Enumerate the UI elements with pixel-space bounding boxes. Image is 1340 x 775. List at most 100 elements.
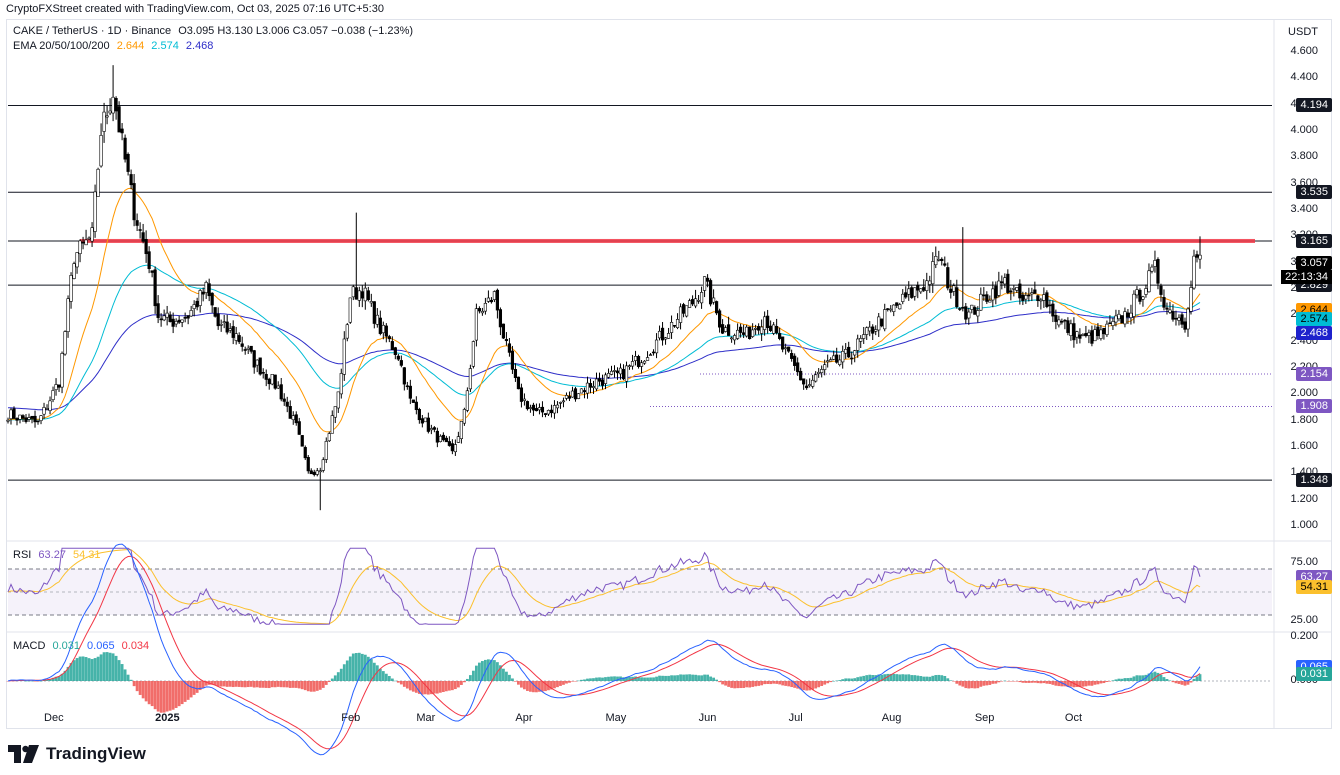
macd-bar [240,681,244,688]
candle-body [618,367,623,375]
candle-body [763,316,767,330]
macd-bar [48,679,52,681]
macd-bar [408,681,412,691]
time-tick-label: Sep [974,712,995,724]
candle-body [126,153,130,172]
macd-legend[interactable]: MACD 0.031 0.065 0.034 [13,640,153,652]
candle-body [321,459,325,471]
macd-bar [351,653,355,681]
candle-body [249,345,253,352]
candle-body [543,413,548,415]
candle-body [465,390,469,411]
candle-body [769,325,773,332]
candle-body [525,401,530,410]
candle-body [802,378,806,385]
candle-body [375,314,379,325]
candle-body [180,319,184,323]
candle-body [961,306,965,309]
candle-body [300,435,304,447]
macd-bar [273,681,277,688]
macd-bar [150,681,154,707]
macd-bar [480,661,484,681]
macd-bar [327,681,331,683]
candle-body [1162,297,1166,308]
macd-bar [553,681,556,689]
candle-body [9,409,13,420]
macd-bar [625,677,628,681]
candle-body [931,261,935,285]
rsi-legend[interactable]: RSI 63.27 54.31 [13,549,105,561]
macd-bar [1042,681,1046,684]
candle-body [627,365,632,368]
candle-body [567,396,572,399]
candle-body [510,350,515,370]
tradingview-logo-icon [8,745,39,763]
time-tick-label: Oct [1064,712,1083,724]
candle-body [1189,287,1193,312]
macd-bar [144,681,148,702]
macd-bar [261,681,265,688]
macd-bar [375,665,379,681]
candle-body [1114,315,1118,323]
macd-bar [141,681,145,699]
macd-bar [1108,681,1112,682]
candle-body [489,299,494,303]
candle-body [216,313,220,327]
macd-bar [1147,673,1151,681]
candle-body [264,373,268,380]
macd-bar [315,681,319,691]
candle-body [546,410,551,415]
macd-bar [772,681,776,684]
candle-body [663,337,668,340]
macd-bar [724,681,728,686]
candle-body [123,137,127,160]
candle-body [967,311,971,319]
candle-body [12,408,16,419]
time-tick-label: Jul [788,712,803,724]
candle-body [255,359,259,366]
symbol-label[interactable]: CAKE / TetherUS · 1D · Binance [13,25,172,37]
macd-bar [955,681,959,684]
candle-body [844,349,848,354]
macd-bar [456,681,460,688]
candle-body [90,227,94,242]
candle-body [357,290,361,301]
macd-bar [474,665,478,681]
macd-bar [721,681,724,685]
tradingview-logo[interactable]: TradingView [8,744,146,764]
macd-bar [213,681,217,686]
macd-bar [33,681,37,682]
macd-bar [411,681,415,692]
candle-body [775,325,779,334]
candle-body [159,318,163,321]
macd-bar [550,681,553,690]
macd-bar [1117,678,1121,681]
ema-legend[interactable]: EMA 20/50/100/200 2.644 2.574 2.468 [13,40,217,52]
macd-bar [757,681,761,686]
macd-bar [580,679,583,681]
macd-bar [760,681,764,686]
macd-bar [1027,681,1031,683]
price-tick-label: 2.000 [1290,387,1318,400]
rsi-line [7,547,1201,625]
macd-bar [405,681,409,689]
macd-bar [952,681,956,682]
macd-bar [577,680,580,682]
candle-body [693,298,698,307]
candle-body [1051,303,1055,317]
macd-bar [907,674,911,681]
macd-bar [859,676,863,681]
candle-body [267,378,271,385]
macd-bar [820,681,824,686]
macd-bar [886,673,890,681]
macd-bar [1138,675,1142,681]
macd-bar [177,681,181,707]
macd-bar [1198,674,1202,681]
candle-body [75,252,79,268]
candle-body [727,324,731,336]
macd-bar [183,681,187,702]
candle-body [865,327,869,335]
candle-body [1069,323,1073,336]
candle-body [814,374,818,382]
